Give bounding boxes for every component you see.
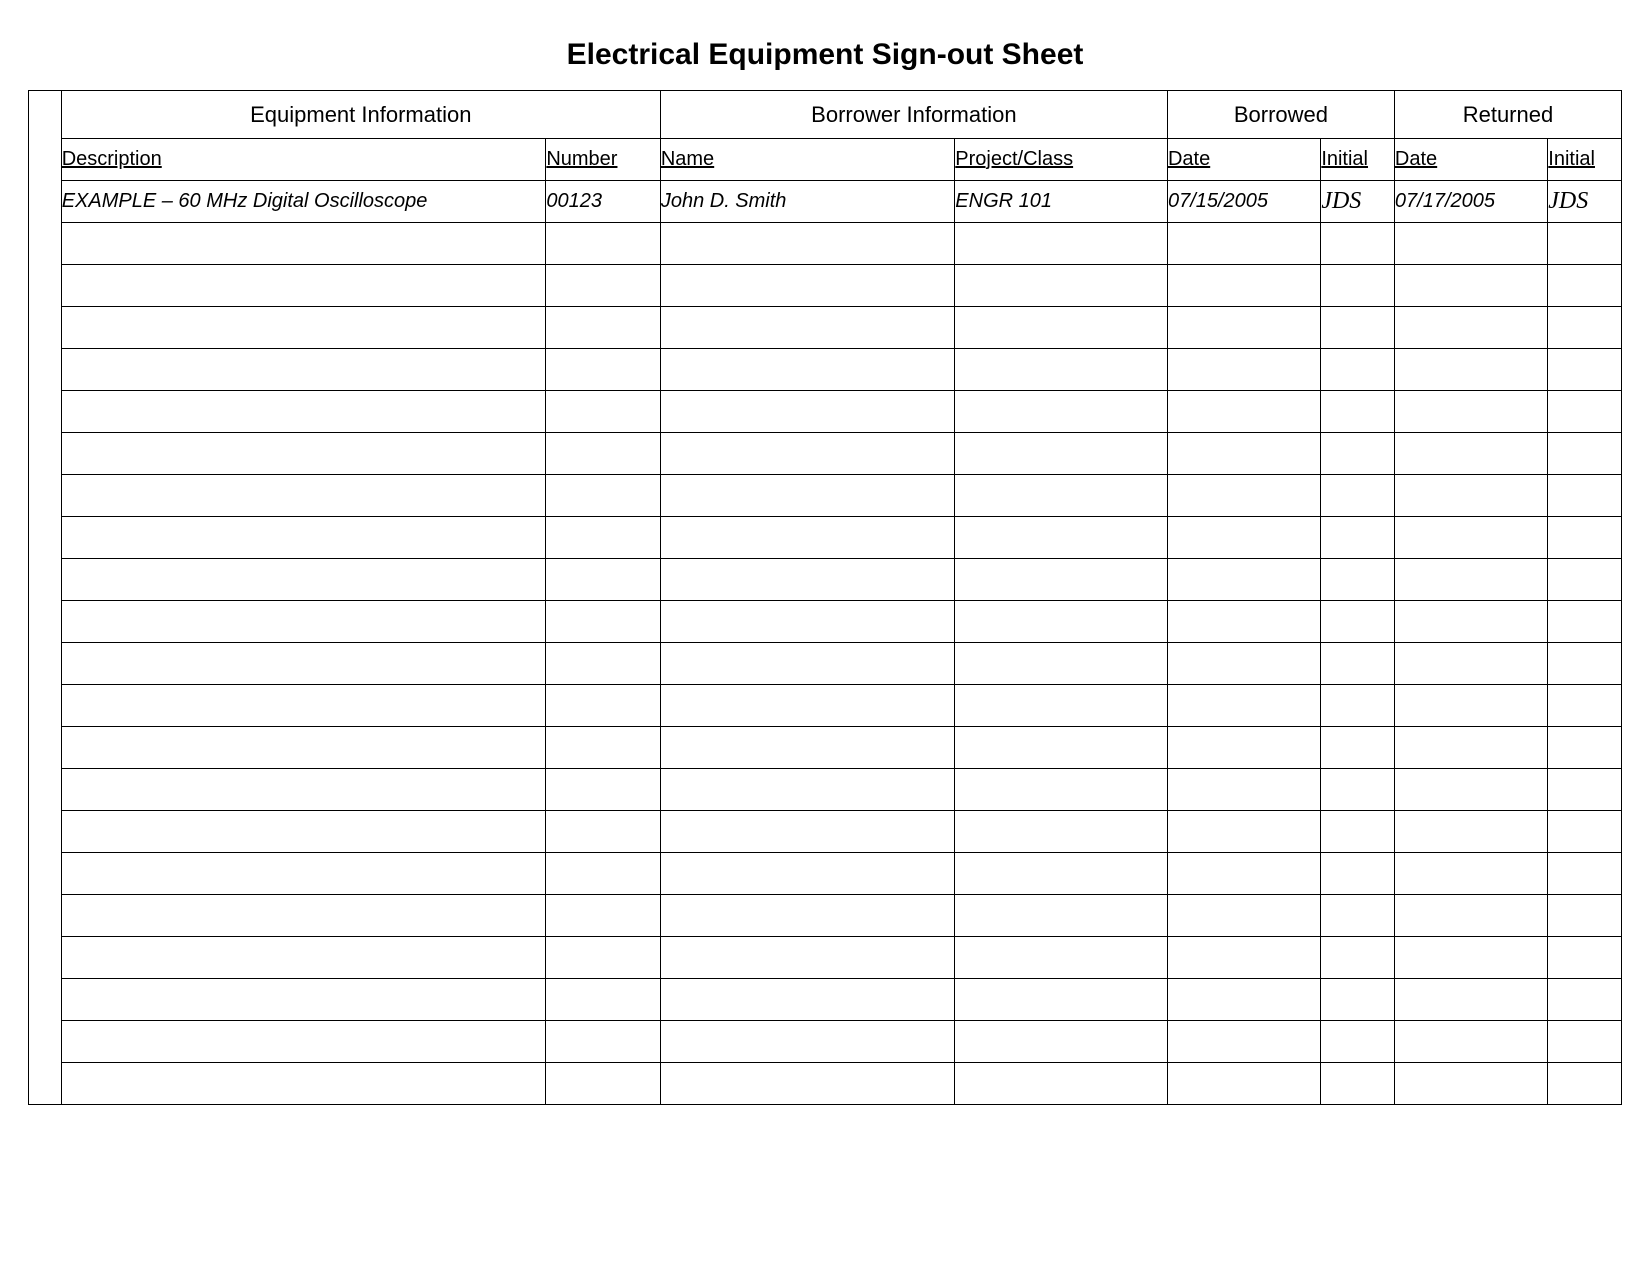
- example-row: EXAMPLE – 60 MHz Digital Oscilloscope 00…: [29, 181, 1622, 223]
- col-borrowed-date: Date: [1167, 139, 1320, 181]
- column-header-row: Description Number Name Project/Class Da…: [29, 139, 1622, 181]
- table-row: [29, 769, 1622, 811]
- group-header-row: Equipment Information Borrower Informati…: [29, 91, 1622, 139]
- table-row: [29, 727, 1622, 769]
- table-row: [29, 391, 1622, 433]
- table-row: [29, 811, 1622, 853]
- group-equipment: Equipment Information: [61, 91, 660, 139]
- table-row: [29, 685, 1622, 727]
- col-number: Number: [546, 139, 661, 181]
- example-number: 00123: [546, 181, 661, 223]
- table-row: [29, 475, 1622, 517]
- sheet-page: Electrical Equipment Sign-out Sheet Equi…: [0, 0, 1650, 1135]
- table-row: [29, 559, 1622, 601]
- table-row: [29, 517, 1622, 559]
- example-name: John D. Smith: [660, 181, 954, 223]
- example-returned-initial: JDS: [1548, 181, 1622, 223]
- table-row: [29, 979, 1622, 1021]
- col-returned-initial: Initial: [1548, 139, 1622, 181]
- col-project-class: Project/Class: [955, 139, 1168, 181]
- table-row: [29, 265, 1622, 307]
- table-row: [29, 643, 1622, 685]
- col-description: Description: [61, 139, 546, 181]
- signout-table: Equipment Information Borrower Informati…: [28, 90, 1622, 1105]
- col-name: Name: [660, 139, 954, 181]
- table-row: [29, 223, 1622, 265]
- table-row: [29, 307, 1622, 349]
- example-description: EXAMPLE – 60 MHz Digital Oscilloscope: [61, 181, 546, 223]
- stub-column: [29, 91, 62, 1105]
- table-row: [29, 853, 1622, 895]
- example-project-class: ENGR 101: [955, 181, 1168, 223]
- group-returned: Returned: [1394, 91, 1621, 139]
- table-row: [29, 1063, 1622, 1105]
- table-row: [29, 1021, 1622, 1063]
- table-row: [29, 433, 1622, 475]
- table-row: [29, 937, 1622, 979]
- group-borrowed: Borrowed: [1167, 91, 1394, 139]
- col-borrowed-initial: Initial: [1321, 139, 1395, 181]
- table-row: [29, 895, 1622, 937]
- group-borrower: Borrower Information: [660, 91, 1167, 139]
- table-row: [29, 349, 1622, 391]
- table-row: [29, 601, 1622, 643]
- page-title: Electrical Equipment Sign-out Sheet: [28, 38, 1622, 72]
- col-returned-date: Date: [1394, 139, 1547, 181]
- example-borrowed-date: 07/15/2005: [1167, 181, 1320, 223]
- example-returned-date: 07/17/2005: [1394, 181, 1547, 223]
- example-borrowed-initial: JDS: [1321, 181, 1395, 223]
